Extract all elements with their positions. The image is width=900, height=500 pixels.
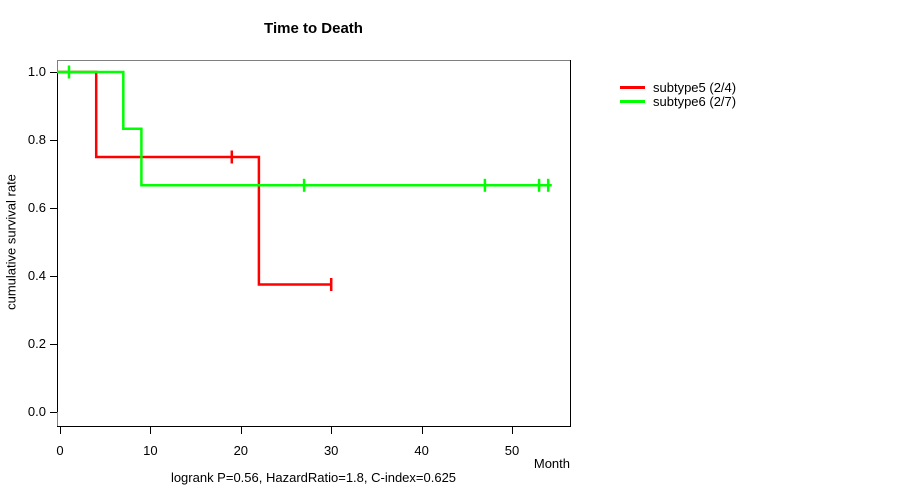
x-tick-label: 40: [414, 443, 429, 458]
legend-line-swatch-red: [620, 85, 645, 89]
chart-title: Time to Death: [264, 20, 363, 37]
y-tick-label: 0.2: [27, 336, 46, 351]
series-subtype6-curve: [57, 70, 552, 187]
legend-label: subtype5 (2/4): [653, 79, 737, 95]
x-tick-label: 0: [56, 443, 64, 458]
stats-footnote: logrank P=0.56, HazardRatio=1.8, C-index…: [170, 470, 457, 485]
legend-item-subtype5: subtype5 (2/4): [620, 79, 737, 95]
y-tick-label: 0.6: [27, 200, 46, 215]
y-tick-label: 0.0: [27, 404, 46, 419]
legend-label: subtype6 (2/7): [653, 93, 737, 109]
x-tick-label: 10: [143, 443, 158, 458]
y-tick-label: 1.0: [27, 64, 46, 79]
plot-box: [57, 60, 571, 427]
x-tick-label: 20: [233, 443, 249, 458]
y-tick-label: 0.8: [27, 132, 46, 147]
y-axis-title: cumulative survival rate: [3, 174, 19, 310]
x-tick-label: 50: [504, 443, 520, 458]
y-tick-label: 0.4: [27, 268, 46, 283]
legend-item-subtype6: subtype6 (2/7): [620, 93, 737, 109]
legend: subtype5 (2/4) subtype6 (2/7): [620, 79, 737, 109]
x-axis-title: Month: [533, 456, 570, 471]
x-tick-label: 30: [323, 443, 339, 458]
series-subtype5-curve: [57, 70, 332, 286]
legend-line-swatch-green: [620, 99, 645, 103]
